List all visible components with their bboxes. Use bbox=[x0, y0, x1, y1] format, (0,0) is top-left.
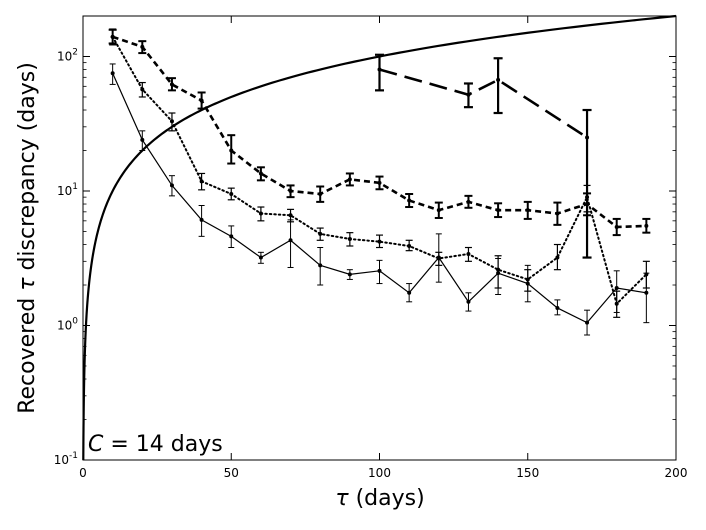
data-point bbox=[614, 301, 619, 306]
series-line-long-dashed bbox=[379, 68, 588, 139]
x-axis-text: (days) bbox=[349, 486, 425, 511]
data-series bbox=[108, 28, 651, 336]
data-point bbox=[110, 34, 115, 39]
data-point bbox=[496, 267, 501, 272]
y-axis-suffix: discrepancy (days) bbox=[15, 62, 40, 277]
series-solid-thin bbox=[109, 63, 650, 336]
data-point bbox=[169, 183, 174, 188]
data-point bbox=[496, 77, 501, 82]
data-point bbox=[229, 234, 234, 239]
data-point bbox=[140, 137, 145, 142]
data-point bbox=[466, 299, 471, 304]
data-point bbox=[614, 286, 619, 291]
data-point bbox=[644, 272, 649, 277]
data-point bbox=[644, 223, 649, 228]
data-point bbox=[140, 44, 145, 49]
x-tick-label: 50 bbox=[224, 466, 239, 480]
y-axis-title: Recovered τ discrepancy (days) bbox=[15, 62, 40, 414]
x-axis-ticks: 0 50 100 150 200 bbox=[79, 16, 687, 480]
data-point bbox=[377, 268, 382, 273]
y-axis-ticks: 10-1 100 101 102 bbox=[54, 47, 676, 467]
data-point bbox=[555, 211, 560, 216]
plot-frame bbox=[82, 15, 677, 461]
series-dashed bbox=[108, 28, 651, 237]
data-point bbox=[288, 213, 293, 218]
data-point bbox=[347, 236, 352, 241]
data-point bbox=[318, 263, 323, 268]
data-point bbox=[377, 180, 382, 185]
data-point bbox=[466, 199, 471, 204]
data-point bbox=[614, 224, 619, 229]
annotation-label: C = 14 days bbox=[88, 432, 223, 457]
data-point bbox=[377, 67, 382, 72]
data-point bbox=[555, 305, 560, 310]
x-axis-symbol: τ bbox=[335, 486, 349, 511]
data-point bbox=[199, 179, 204, 184]
data-point bbox=[377, 239, 382, 244]
data-point bbox=[585, 135, 590, 140]
data-point bbox=[496, 208, 501, 213]
data-point bbox=[169, 82, 174, 87]
data-point bbox=[140, 87, 145, 92]
data-point bbox=[436, 208, 441, 213]
data-point bbox=[644, 290, 649, 295]
data-point bbox=[258, 255, 263, 260]
data-point bbox=[258, 171, 263, 176]
x-axis-title: τ (days) bbox=[335, 486, 424, 511]
data-point bbox=[466, 92, 471, 97]
y-axis-symbol: τ bbox=[15, 277, 40, 291]
annotation-symbol: C bbox=[88, 432, 104, 457]
y-tick-label: 101 bbox=[57, 182, 78, 198]
data-point bbox=[407, 290, 412, 295]
data-point bbox=[407, 243, 412, 248]
data-point bbox=[407, 198, 412, 203]
x-tick-label: 150 bbox=[516, 466, 539, 480]
data-point bbox=[466, 252, 471, 257]
y-tick-label: 100 bbox=[57, 316, 78, 332]
data-point bbox=[229, 191, 234, 196]
x-tick-label: 0 bbox=[79, 466, 87, 480]
data-point bbox=[585, 320, 590, 325]
data-point bbox=[199, 217, 204, 222]
data-point bbox=[258, 211, 263, 216]
data-point bbox=[318, 191, 323, 196]
data-point bbox=[525, 208, 530, 213]
reference-curve-line bbox=[82, 14, 677, 460]
data-point bbox=[199, 98, 204, 103]
data-point bbox=[347, 272, 352, 277]
data-point bbox=[347, 177, 352, 182]
data-point bbox=[288, 238, 293, 243]
data-point bbox=[436, 256, 441, 261]
series-long-dashed bbox=[375, 53, 592, 259]
x-tick-label: 200 bbox=[665, 466, 688, 480]
y-tick-label: 102 bbox=[57, 47, 78, 63]
data-point bbox=[169, 119, 174, 124]
data-point bbox=[229, 148, 234, 153]
y-axis-prefix: Recovered bbox=[15, 291, 40, 414]
annotation-text: = 14 days bbox=[103, 432, 222, 457]
y-tick-label: 10-1 bbox=[54, 451, 78, 467]
data-point bbox=[525, 277, 530, 282]
data-point bbox=[288, 188, 293, 193]
x-tick-label: 100 bbox=[368, 466, 391, 480]
data-point bbox=[110, 71, 115, 76]
data-point bbox=[318, 231, 323, 236]
data-point bbox=[555, 255, 560, 260]
